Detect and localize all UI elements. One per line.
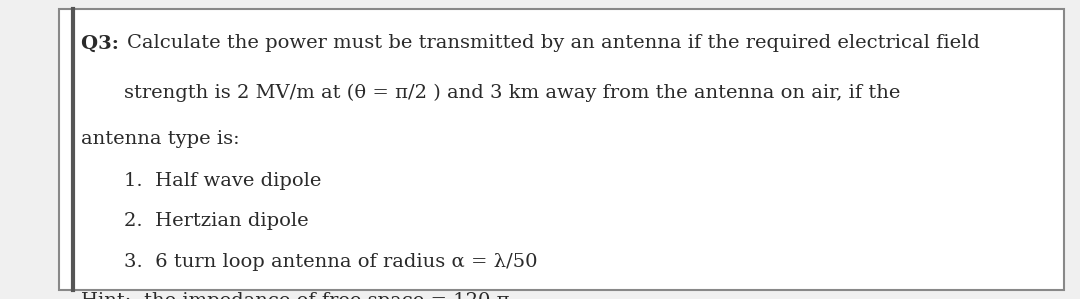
Text: antenna type is:: antenna type is: xyxy=(81,130,240,148)
Text: strength is 2 MV/m at (θ = π/2 ) and 3 km away from the antenna on air, if the: strength is 2 MV/m at (θ = π/2 ) and 3 k… xyxy=(124,84,901,102)
Text: 2.  Hertzian dipole: 2. Hertzian dipole xyxy=(124,212,309,230)
Text: Q3:: Q3: xyxy=(81,34,125,52)
Text: Calculate the power must be transmitted by an antenna if the required electrical: Calculate the power must be transmitted … xyxy=(127,34,981,52)
FancyBboxPatch shape xyxy=(59,9,1064,290)
Text: Hint:- the impedance of free space = 120 π: Hint:- the impedance of free space = 120… xyxy=(81,292,510,299)
Text: 3.  6 turn loop antenna of radius α = λ/50: 3. 6 turn loop antenna of radius α = λ/5… xyxy=(124,253,538,271)
Text: 1.  Half wave dipole: 1. Half wave dipole xyxy=(124,172,322,190)
